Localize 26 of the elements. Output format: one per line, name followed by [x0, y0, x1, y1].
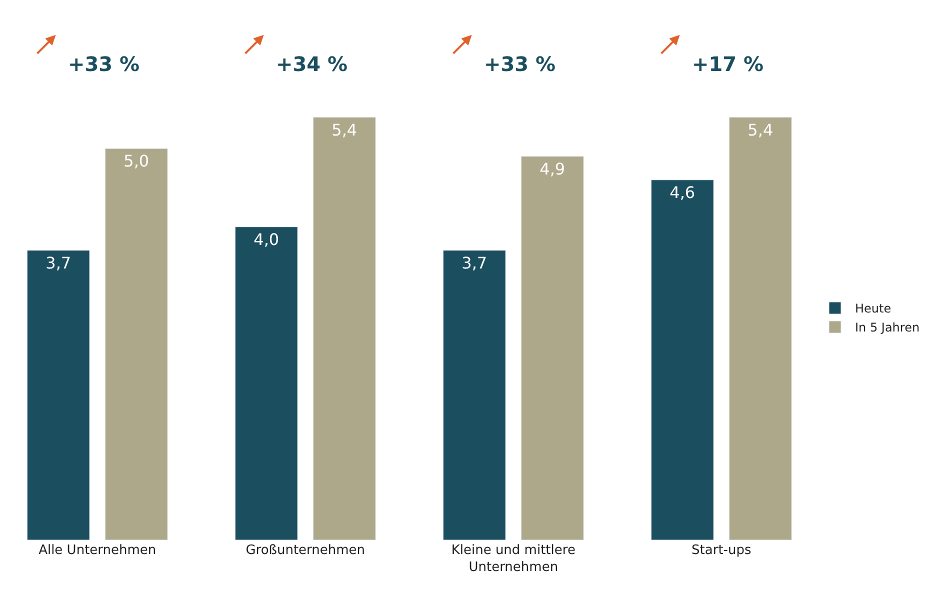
- bar: [442, 250, 506, 540]
- data-label: 5,4: [748, 120, 774, 140]
- data-label: 4,6: [670, 182, 696, 202]
- legend-label: Heute: [855, 302, 892, 316]
- data-label: 4,9: [540, 159, 566, 178]
- x-tick-label: Kleine und mittlere Unternehmen: [451, 543, 576, 575]
- data-label: 3,7: [462, 253, 488, 272]
- bar: [312, 117, 376, 540]
- data-label: 5,0: [124, 152, 150, 171]
- bar: [26, 250, 90, 540]
- data-label: 5,4: [332, 120, 358, 140]
- data-label: 3,7: [46, 253, 72, 272]
- data-label: 4,0: [254, 230, 280, 249]
- bar: [104, 148, 168, 540]
- text: +33 %: [484, 52, 556, 76]
- x-tick-label: Großunternehmen: [246, 543, 366, 558]
- text: +17 %: [692, 52, 764, 76]
- text: +34 %: [276, 52, 348, 76]
- x-tick-label: Start-ups: [692, 543, 752, 558]
- bar: [650, 180, 714, 540]
- bar: [520, 156, 584, 540]
- text: +33 %: [68, 52, 140, 76]
- bar: [234, 226, 298, 540]
- legend-label: In 5 Jahren: [855, 320, 920, 335]
- bar: [728, 117, 792, 540]
- x-tick-label: Alle Unternehmen: [38, 543, 156, 558]
